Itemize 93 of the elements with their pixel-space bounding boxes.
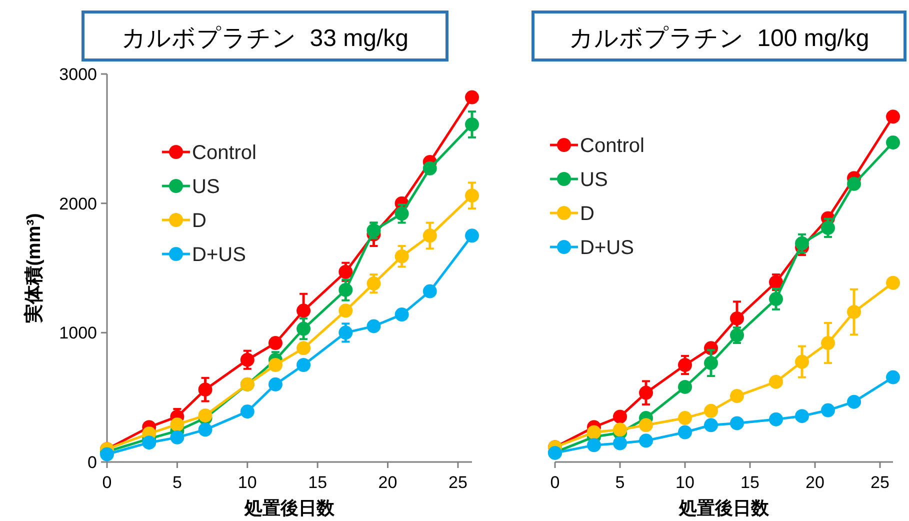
- point: [613, 422, 627, 437]
- point: [198, 408, 212, 422]
- point: [886, 110, 900, 124]
- point: [886, 276, 900, 290]
- point: [795, 236, 809, 250]
- point: [821, 403, 835, 418]
- y-axis-title: 実体積(mm³): [23, 213, 45, 324]
- x-axis-title: 処置後日数: [678, 498, 770, 518]
- point: [730, 311, 744, 326]
- chart-title: カルボプラチン 33 mg/kg: [121, 25, 409, 52]
- point: [769, 412, 783, 426]
- x-tick-label: 15: [740, 473, 760, 492]
- point: [678, 380, 692, 394]
- point: [639, 434, 653, 448]
- x-tick-label: 5: [172, 473, 182, 492]
- legend-label: D: [192, 210, 206, 232]
- x-tick-label: 20: [378, 473, 398, 492]
- point: [366, 276, 381, 291]
- x-tick-label: 25: [448, 473, 468, 492]
- point: [394, 206, 409, 221]
- point: [465, 228, 479, 243]
- point: [587, 425, 601, 440]
- x-tick-label: 20: [806, 473, 824, 492]
- legend-label: D: [580, 203, 594, 225]
- chart-title: カルボプラチン 100 mg/kg: [568, 25, 870, 52]
- point: [394, 249, 409, 264]
- x-tick-label: 25: [870, 473, 890, 492]
- point: [465, 188, 479, 203]
- point: [422, 161, 437, 176]
- y-tick-label: 0: [88, 453, 97, 472]
- point: [422, 284, 437, 298]
- point: [821, 220, 835, 235]
- x-tick-label: 0: [102, 473, 112, 492]
- point: [704, 418, 718, 432]
- point: [170, 417, 184, 432]
- point: [170, 430, 184, 444]
- y-tick-label: 2000: [59, 194, 97, 214]
- point: [366, 319, 381, 334]
- point: [296, 322, 311, 336]
- point: [704, 404, 718, 418]
- x-tick-label: 15: [308, 473, 328, 492]
- point: [769, 374, 783, 389]
- point: [465, 90, 479, 104]
- point: [296, 358, 311, 372]
- point: [613, 410, 627, 424]
- point: [338, 282, 353, 297]
- point: [613, 436, 627, 450]
- point: [422, 228, 437, 243]
- point: [795, 354, 809, 369]
- y-tick-label: 3000: [59, 65, 97, 84]
- legend-label: Control: [192, 142, 256, 164]
- point: [730, 389, 744, 404]
- point: [639, 418, 653, 432]
- point: [142, 436, 156, 450]
- point: [198, 422, 212, 437]
- y-tick-label: 1000: [59, 324, 97, 343]
- point: [268, 358, 282, 372]
- point: [730, 416, 744, 430]
- legend-label: US: [192, 176, 220, 198]
- point: [769, 292, 783, 306]
- legend-label: D+US: [192, 244, 246, 266]
- legend-label: D+US: [580, 237, 634, 259]
- legend-label: US: [580, 169, 608, 191]
- point: [268, 336, 282, 350]
- point: [296, 341, 311, 356]
- point: [198, 382, 212, 397]
- point: [847, 394, 861, 409]
- point: [100, 447, 114, 462]
- x-tick-label: 5: [615, 473, 625, 492]
- point: [886, 136, 900, 150]
- point: [268, 377, 282, 392]
- x-tick-label: 0: [550, 473, 560, 492]
- point: [394, 308, 409, 322]
- point: [704, 356, 718, 370]
- point: [465, 117, 479, 132]
- point: [795, 409, 809, 424]
- point: [886, 370, 900, 384]
- point: [678, 425, 692, 440]
- point: [847, 304, 861, 319]
- x-axis-title: 処置後日数: [244, 498, 336, 518]
- point: [240, 352, 254, 367]
- point: [847, 176, 861, 191]
- point: [587, 438, 601, 452]
- point: [338, 326, 353, 340]
- x-tick-label: 10: [238, 473, 257, 492]
- point: [338, 304, 353, 318]
- x-tick-label: 10: [676, 473, 694, 492]
- point: [821, 336, 835, 350]
- point: [678, 411, 692, 426]
- legend-label: Control: [580, 135, 644, 157]
- point: [639, 386, 653, 400]
- point: [678, 358, 692, 372]
- point: [240, 404, 254, 419]
